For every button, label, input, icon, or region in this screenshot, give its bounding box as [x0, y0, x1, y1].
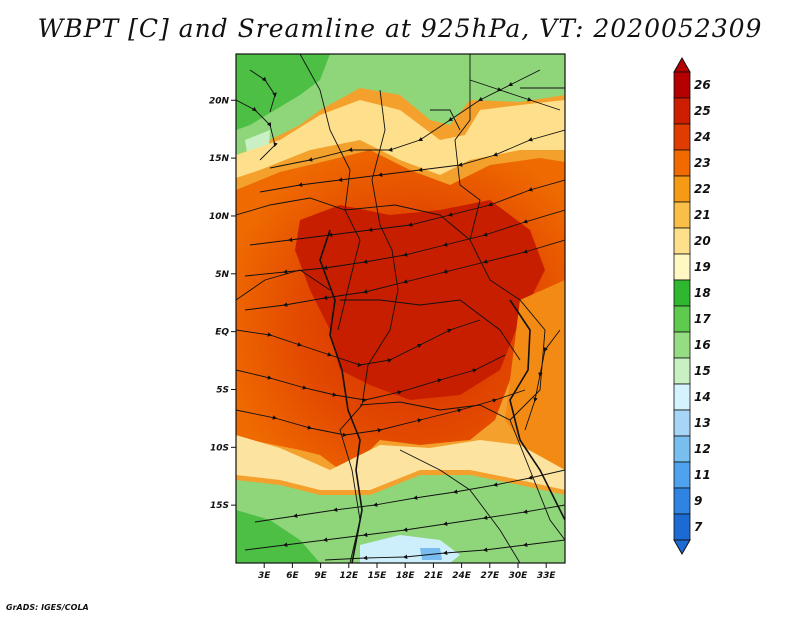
credit-text: GrADS: IGES/COLA: [6, 603, 89, 612]
lon-tick-label: 30E: [509, 571, 529, 581]
colorbar: 26 25 24 23 22 21 20 19 18 17 16 15 14 13 12 11 9 7: [673, 56, 711, 556]
colorbar-label: 19: [694, 260, 711, 274]
colorbar-label: 23: [694, 156, 711, 170]
lat-tick-label: 5S: [216, 385, 229, 395]
longitude-axis: 3E 6E 9E 12E 15E 18E 21E 24E 27E 30E 33E: [258, 563, 556, 581]
colorbar-swatch: [673, 227, 691, 255]
colorbar-label: 15: [694, 364, 711, 378]
lon-tick-label: 6E: [286, 571, 299, 581]
colorbar-swatch: [673, 357, 691, 385]
colorbar-swatch: [673, 175, 691, 203]
colorbar-top-arrow: [673, 56, 691, 73]
lon-tick-label: 33E: [537, 571, 557, 581]
colorbar-swatch: [673, 487, 691, 515]
colorbar-label: 26: [694, 78, 711, 92]
colorbar-label: 17: [694, 312, 711, 326]
southwest-dark-green: [236, 510, 320, 563]
lon-tick-label: 15E: [368, 571, 388, 581]
map-plot-area: [236, 54, 565, 563]
lat-tick-label: EQ: [215, 328, 229, 338]
lat-tick-label: 5N: [215, 270, 229, 280]
colorbar-swatch: [673, 71, 691, 99]
colorbar-label: 24: [694, 130, 711, 144]
lat-tick-label: 10S: [210, 443, 229, 453]
lat-tick-label: 15N: [209, 154, 230, 164]
streamlines: [236, 69, 565, 561]
colorbar-label: 7: [694, 520, 703, 534]
colorbar-label: 25: [694, 104, 711, 118]
colorbar-swatch: [673, 331, 691, 359]
colorbar-label: 12: [694, 442, 711, 456]
lat-tick-label: 10N: [209, 212, 230, 222]
colorbar-swatch: [673, 253, 691, 281]
lon-tick-label: 27E: [480, 571, 500, 581]
colorbar-label: 13: [694, 416, 711, 430]
lon-tick-label: 3E: [258, 571, 271, 581]
colorbar-swatch: [673, 383, 691, 411]
colorbar-label: 20: [694, 234, 711, 248]
colorbar-swatch: [673, 123, 691, 151]
lon-tick-label: 21E: [424, 571, 444, 581]
colorbar-label: 9: [694, 494, 702, 508]
colorbar-bottom-arrow: [673, 539, 691, 556]
latitude-axis: 20N 15N 10N 5N EQ 5S 10S 15S: [209, 96, 236, 511]
lon-tick-label: 18E: [396, 571, 416, 581]
map-title: WBPT [C] and Sreamline at 925hPa, VT: 20…: [37, 14, 763, 43]
colorbar-label: 16: [694, 338, 711, 352]
lon-tick-label: 24E: [452, 571, 472, 581]
colorbar-swatch: [673, 435, 691, 463]
map-frame: [235, 53, 566, 564]
lon-tick-label: 9E: [314, 571, 327, 581]
colorbar-label: 11: [694, 468, 711, 482]
colorbar-swatch: [673, 409, 691, 437]
colorbar-swatch: [673, 461, 691, 489]
colorbar-label: 21: [694, 208, 711, 222]
colorbar-swatch: [673, 149, 691, 177]
colorbar-swatch: [673, 513, 691, 541]
colorbar-swatch: [673, 305, 691, 333]
colorbar-swatch: [673, 97, 691, 125]
lat-tick-label: 15S: [210, 501, 229, 511]
colorbar-swatch: [673, 201, 691, 229]
colorbar-label: 14: [694, 390, 711, 404]
lon-tick-label: 12E: [339, 571, 359, 581]
colorbar-label: 18: [694, 286, 711, 300]
lat-tick-label: 20N: [209, 96, 230, 106]
colorbar-swatch: [673, 279, 691, 307]
colorbar-label: 22: [694, 182, 711, 196]
